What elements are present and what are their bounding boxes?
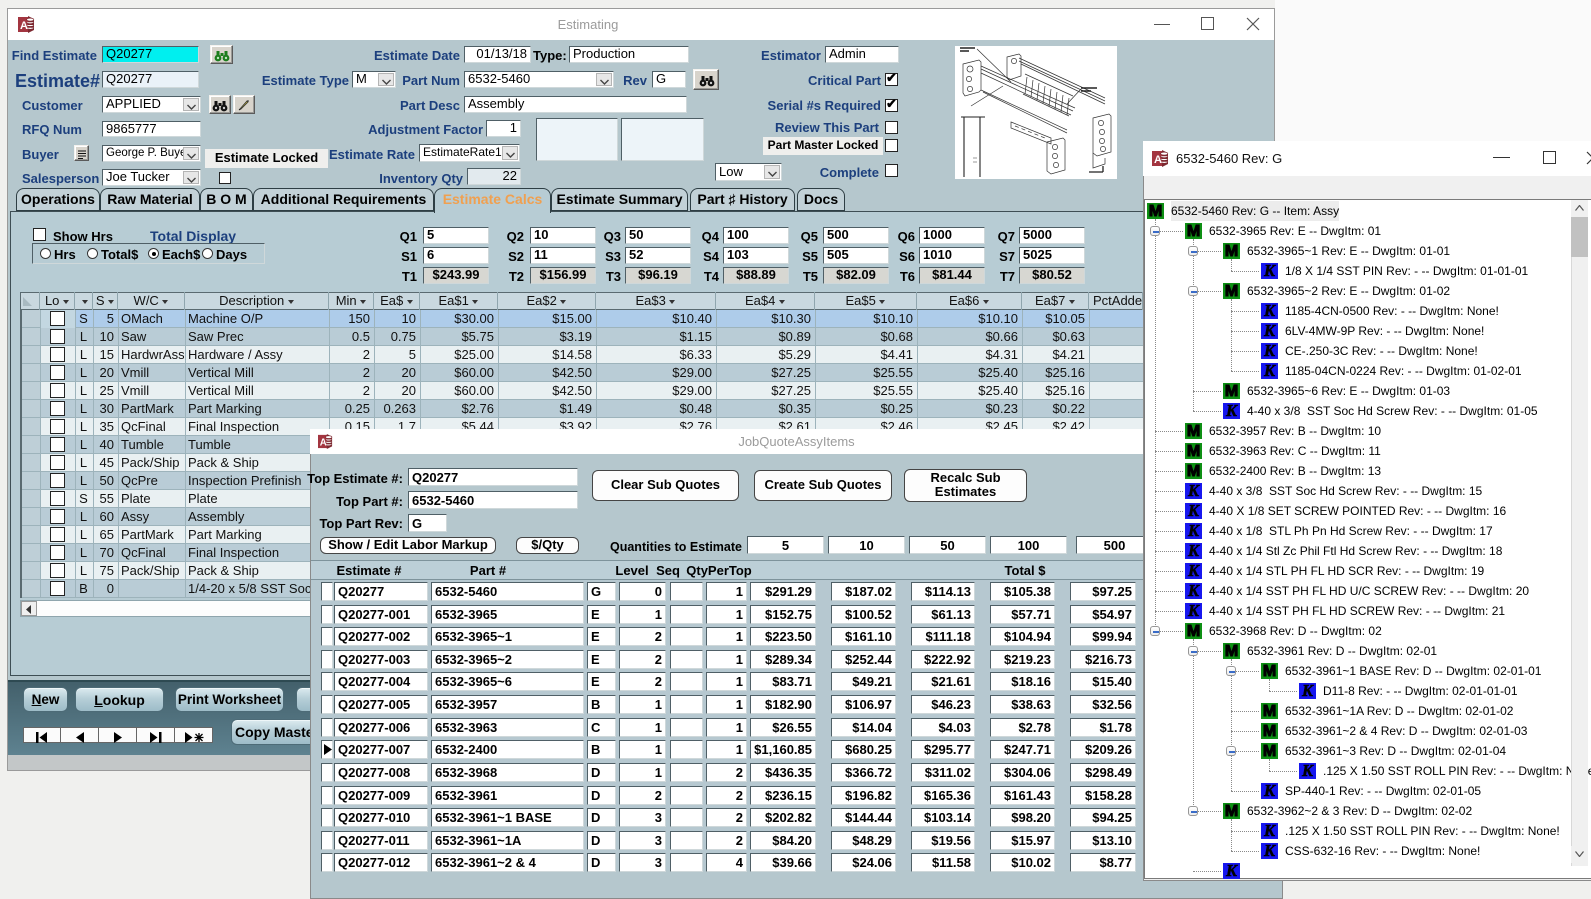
svg-text:A: A (320, 437, 327, 448)
svg-text:A: A (20, 20, 28, 32)
svg-text:A: A (1154, 154, 1162, 166)
